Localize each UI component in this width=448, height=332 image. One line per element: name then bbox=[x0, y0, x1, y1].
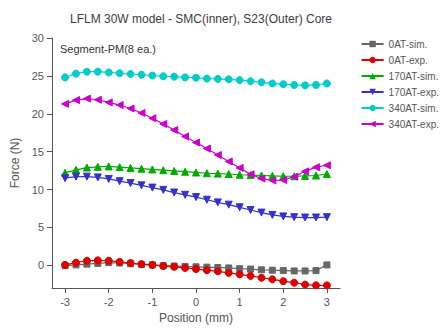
svg-text:340AT-exp.: 340AT-exp. bbox=[389, 119, 439, 130]
svg-text:0: 0 bbox=[38, 259, 44, 271]
svg-text:20: 20 bbox=[32, 108, 44, 120]
svg-text:30: 30 bbox=[32, 32, 44, 44]
svg-text:LFLM 30W model - SMC(inner), S: LFLM 30W model - SMC(inner), S23(Outer) … bbox=[70, 12, 332, 26]
svg-text:-3: -3 bbox=[60, 296, 70, 308]
svg-text:Force (N): Force (N) bbox=[8, 138, 22, 189]
svg-text:340AT-sim.: 340AT-sim. bbox=[389, 103, 439, 114]
svg-text:Position (mm): Position (mm) bbox=[159, 311, 233, 325]
svg-text:15: 15 bbox=[32, 146, 44, 158]
svg-text:2: 2 bbox=[280, 296, 286, 308]
svg-text:Segment-PM(8 ea.): Segment-PM(8 ea.) bbox=[60, 43, 156, 55]
svg-text:-2: -2 bbox=[104, 296, 114, 308]
svg-text:0AT-exp.: 0AT-exp. bbox=[389, 55, 428, 66]
svg-text:5: 5 bbox=[38, 221, 44, 233]
svg-text:170AT-exp.: 170AT-exp. bbox=[389, 87, 439, 98]
svg-text:10: 10 bbox=[32, 184, 44, 196]
svg-text:0AT-sim.: 0AT-sim. bbox=[389, 39, 428, 50]
svg-text:3: 3 bbox=[324, 296, 330, 308]
svg-text:-1: -1 bbox=[147, 296, 157, 308]
svg-text:25: 25 bbox=[32, 70, 44, 82]
svg-text:1: 1 bbox=[237, 296, 243, 308]
svg-text:170AT-sim.: 170AT-sim. bbox=[389, 71, 439, 82]
svg-text:0: 0 bbox=[193, 296, 199, 308]
